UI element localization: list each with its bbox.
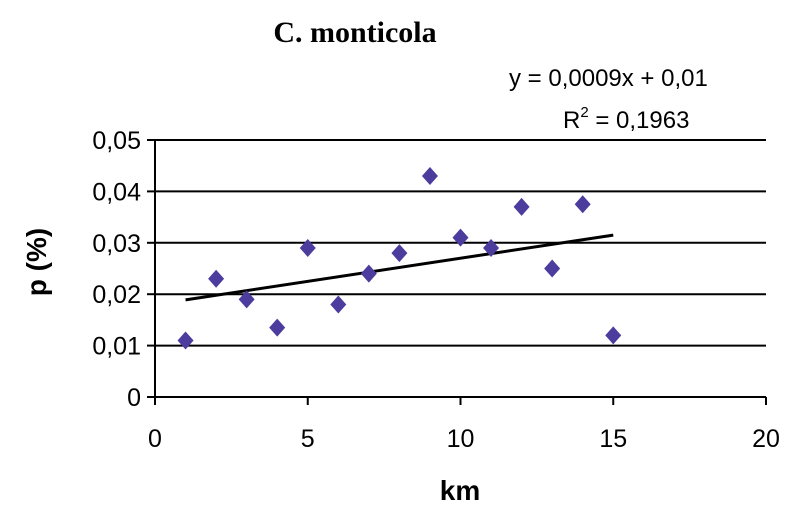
x-tick-label: 0	[148, 425, 162, 453]
data-point	[360, 264, 377, 283]
data-point	[574, 195, 591, 214]
data-point	[483, 238, 500, 257]
x-tick-label: 10	[447, 425, 475, 453]
x-tick-label: 20	[752, 425, 780, 453]
data-point	[605, 326, 622, 345]
data-point	[452, 228, 469, 247]
data-point	[177, 331, 194, 350]
axes	[147, 139, 767, 405]
data-point	[421, 166, 438, 185]
x-tick-label: 5	[301, 425, 315, 453]
trendline-line	[185, 233, 614, 302]
data-point	[208, 269, 225, 288]
data-point	[330, 295, 347, 314]
trendline	[185, 233, 614, 302]
y-tick-label: 0,01	[92, 333, 141, 361]
y-tick-label: 0,02	[92, 281, 141, 309]
data-point	[513, 197, 530, 216]
trendline-r-squared: R2 = 0,1963	[563, 104, 689, 134]
chart-title: C. monticola	[273, 16, 436, 49]
y-tick-label: 0,03	[92, 230, 141, 258]
x-tick-labels: 0 5 10 15 20	[148, 425, 780, 453]
data-point	[238, 290, 255, 309]
data-points	[177, 166, 622, 350]
y-axis-label: p (%)	[21, 228, 52, 296]
data-point	[269, 318, 286, 337]
trendline-equation: y = 0,0009x + 0,01	[509, 65, 708, 92]
y-tick-labels: 0 0,01 0,02 0,03 0,04 0,05	[92, 127, 141, 412]
y-tick-label: 0,05	[92, 127, 141, 155]
data-point	[391, 244, 408, 263]
x-axis-label: km	[440, 475, 480, 506]
data-point	[544, 259, 561, 278]
x-tick-label: 15	[599, 425, 627, 453]
data-point	[299, 238, 316, 257]
y-tick-label: 0,04	[92, 178, 141, 206]
y-tick-label: 0	[127, 384, 141, 412]
